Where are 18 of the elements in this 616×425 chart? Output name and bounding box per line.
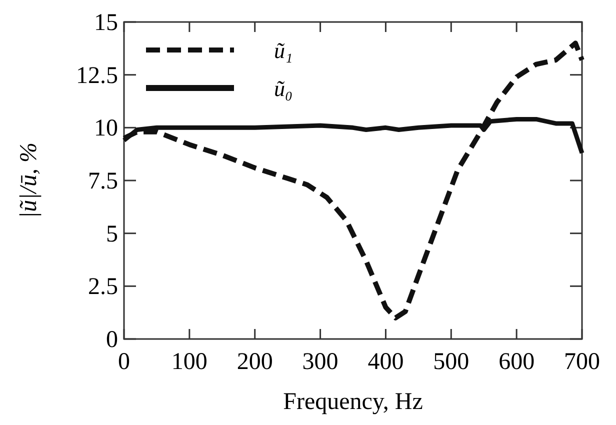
y-tick-label: 7.5	[88, 168, 118, 194]
y-tick-label: 15	[94, 10, 118, 36]
legend-label: ũ₁	[274, 38, 293, 63]
y-axis-title: |ũ|/ū, %	[16, 142, 42, 218]
x-tick-label: 200	[236, 349, 273, 375]
x-tick-label: 400	[368, 349, 404, 375]
y-tick-label: 12.5	[76, 62, 118, 89]
x-tick-label: 100	[171, 349, 208, 375]
x-tick-label: 700	[564, 349, 600, 375]
y-tick-label: 0	[106, 327, 118, 353]
y-tick-label: 2.5	[88, 274, 118, 300]
x-tick-label: 600	[498, 349, 535, 375]
y-tick-label: 10	[94, 116, 118, 142]
legend-label: ũ₀	[274, 76, 293, 101]
x-axis-title: Frequency, Hz	[283, 389, 423, 415]
x-tick-label: 300	[302, 349, 338, 375]
x-tick-label: 500	[433, 349, 470, 375]
y-tick-label: 5	[106, 221, 118, 248]
